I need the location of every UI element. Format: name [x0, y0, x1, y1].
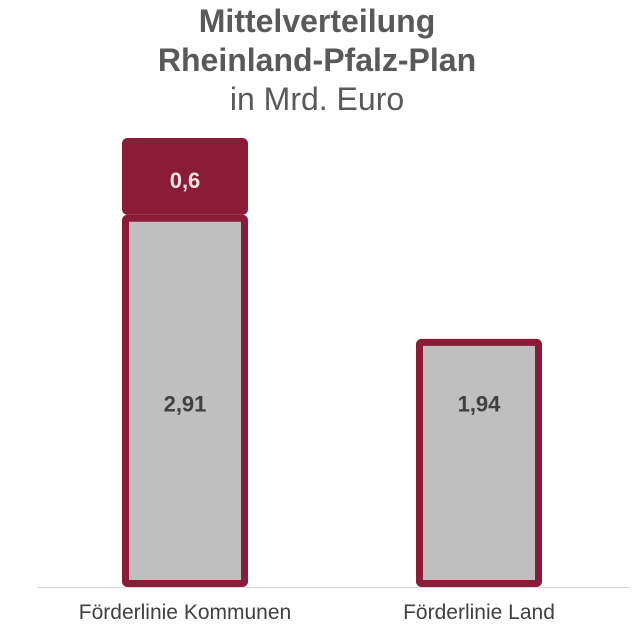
- bar-segment: [122, 138, 248, 215]
- chart-subtitle: in Mrd. Euro: [230, 81, 404, 117]
- data-label: 0,6: [170, 168, 201, 193]
- chart-title-line-2: Rheinland-Pfalz-Plan: [158, 42, 476, 78]
- bars-group: [122, 138, 542, 587]
- category-label: Förderlinie Kommunen: [79, 601, 291, 624]
- category-label: Förderlinie Land: [403, 601, 555, 624]
- chart-title-line-1: Mittelverteilung: [199, 3, 435, 39]
- bar-segment: [416, 338, 542, 587]
- category-labels-group: Förderlinie Kommunen Förderlinie Land: [79, 601, 555, 624]
- value-labels-group: 2,91 0,6 1,94: [164, 168, 502, 417]
- data-label: 1,94: [458, 392, 502, 417]
- bar-segment: [122, 214, 248, 587]
- data-label: 2,91: [164, 392, 207, 417]
